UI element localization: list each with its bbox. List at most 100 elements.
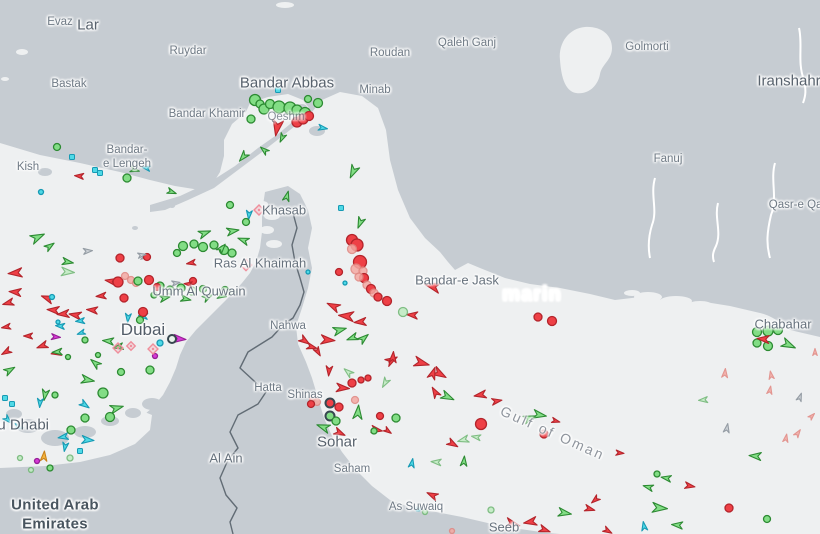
vessel-marker[interactable] <box>145 365 155 375</box>
vessel-marker[interactable] <box>457 434 470 445</box>
vessel-marker[interactable] <box>227 248 237 258</box>
vessel-marker[interactable] <box>397 306 409 318</box>
vessel-marker[interactable] <box>415 506 421 512</box>
vessel-marker[interactable] <box>74 317 86 325</box>
vessel-marker[interactable] <box>346 243 358 255</box>
vessel-marker[interactable] <box>245 209 253 221</box>
vessel-marker[interactable] <box>312 97 324 109</box>
vessel-marker[interactable] <box>36 397 44 409</box>
vessel-marker[interactable] <box>16 454 24 462</box>
vessel-marker[interactable] <box>557 507 572 519</box>
vessel-marker[interactable] <box>721 367 729 379</box>
vessel-marker[interactable] <box>354 272 364 282</box>
vessel-marker[interactable] <box>187 286 197 296</box>
vessel-marker[interactable] <box>357 376 365 384</box>
vessel-marker[interactable] <box>768 370 775 380</box>
vessel-marker[interactable] <box>36 340 49 352</box>
port-marker[interactable] <box>125 340 137 352</box>
vessel-marker[interactable] <box>375 411 385 421</box>
vessel-marker[interactable] <box>197 227 212 240</box>
vessel-marker[interactable] <box>325 365 334 377</box>
vessel-marker[interactable] <box>331 416 341 426</box>
vessel-marker[interactable] <box>334 402 344 412</box>
vessel-marker[interactable] <box>412 355 430 369</box>
vessel-marker[interactable] <box>220 285 230 295</box>
vessel-marker[interactable] <box>350 395 360 405</box>
vessel-marker[interactable] <box>56 308 70 319</box>
vessel-marker[interactable] <box>306 399 316 409</box>
vessel-marker[interactable] <box>209 240 219 250</box>
vessel-marker[interactable] <box>46 306 60 316</box>
vessel-marker[interactable] <box>112 342 125 351</box>
vessel-marker[interactable] <box>61 441 70 452</box>
vessel-marker[interactable] <box>807 412 816 421</box>
port-marker[interactable] <box>112 342 124 354</box>
vessel-marker[interactable] <box>60 266 76 277</box>
vessel-marker[interactable] <box>303 110 315 122</box>
vessel-marker[interactable] <box>795 392 804 403</box>
vessel-marker[interactable] <box>33 457 41 465</box>
vessel-marker[interactable] <box>119 293 129 303</box>
vessel-marker[interactable] <box>346 332 359 344</box>
vessel-marker[interactable] <box>523 516 538 528</box>
vessel-marker[interactable] <box>237 235 250 246</box>
vessel-marker[interactable] <box>166 187 177 197</box>
vessel-marker[interactable] <box>538 524 552 534</box>
vessel-marker[interactable] <box>198 284 208 294</box>
vessel-marker[interactable] <box>40 388 51 401</box>
vessel-marker[interactable] <box>324 397 336 409</box>
vessel-marker[interactable] <box>152 282 162 292</box>
vessel-marker[interactable] <box>762 340 774 352</box>
vessel-marker[interactable] <box>793 428 803 439</box>
vessel-marker[interactable] <box>68 310 83 321</box>
vessel-marker[interactable] <box>101 337 115 346</box>
vessel-marker[interactable] <box>51 391 59 399</box>
vessel-marker[interactable] <box>275 87 281 93</box>
vessel-marker[interactable] <box>237 149 250 163</box>
vessel-marker[interactable] <box>653 470 661 478</box>
vessel-marker[interactable] <box>722 423 730 434</box>
vessel-marker[interactable] <box>95 291 107 300</box>
vessel-marker[interactable] <box>615 449 625 456</box>
vessel-marker[interactable] <box>167 334 177 344</box>
vessel-marker[interactable] <box>355 215 366 230</box>
vessel-marker[interactable] <box>151 352 159 360</box>
vessel-marker[interactable] <box>189 239 199 249</box>
vessel-marker[interactable] <box>602 525 614 534</box>
vessel-marker[interactable] <box>651 501 669 513</box>
vessel-marker[interactable] <box>2 395 8 401</box>
vessel-marker[interactable] <box>546 315 558 327</box>
vessel-marker[interactable] <box>124 312 132 324</box>
vessel-marker[interactable] <box>92 167 98 173</box>
vessel-marker[interactable] <box>756 335 770 345</box>
vessel-marker[interactable] <box>104 411 116 423</box>
vessel-marker[interactable] <box>762 325 774 337</box>
vessel-marker[interactable] <box>429 385 442 400</box>
vessel-marker[interactable] <box>272 100 286 114</box>
vessel-marker[interactable] <box>772 324 784 336</box>
vessel-marker[interactable] <box>7 267 23 278</box>
vessel-marker[interactable] <box>141 165 151 172</box>
vessel-marker[interactable] <box>150 291 158 299</box>
vessel-marker[interactable] <box>332 426 346 438</box>
vessel-marker[interactable] <box>425 489 440 502</box>
vessel-marker[interactable] <box>37 188 45 196</box>
vessel-marker[interactable] <box>430 458 442 467</box>
vessel-marker[interactable] <box>683 481 696 490</box>
vessel-marker[interactable] <box>324 410 336 422</box>
vessel-marker[interactable] <box>640 521 649 532</box>
vessel-marker[interactable] <box>77 448 83 454</box>
vessel-marker[interactable] <box>471 433 482 442</box>
vessel-marker[interactable] <box>281 190 292 203</box>
vessel-marker[interactable] <box>97 387 109 399</box>
vessel-marker[interactable] <box>305 341 318 352</box>
vessel-marker[interactable] <box>115 253 125 263</box>
vessel-marker[interactable] <box>751 326 763 338</box>
vessel-marker[interactable] <box>2 364 16 377</box>
vessel-marker[interactable] <box>642 483 655 493</box>
vessel-marker[interactable] <box>748 452 762 462</box>
vessel-marker[interactable] <box>120 271 130 281</box>
vessel-marker[interactable] <box>48 293 56 301</box>
vessel-marker[interactable] <box>122 173 132 183</box>
vessel-marker[interactable] <box>473 389 488 400</box>
